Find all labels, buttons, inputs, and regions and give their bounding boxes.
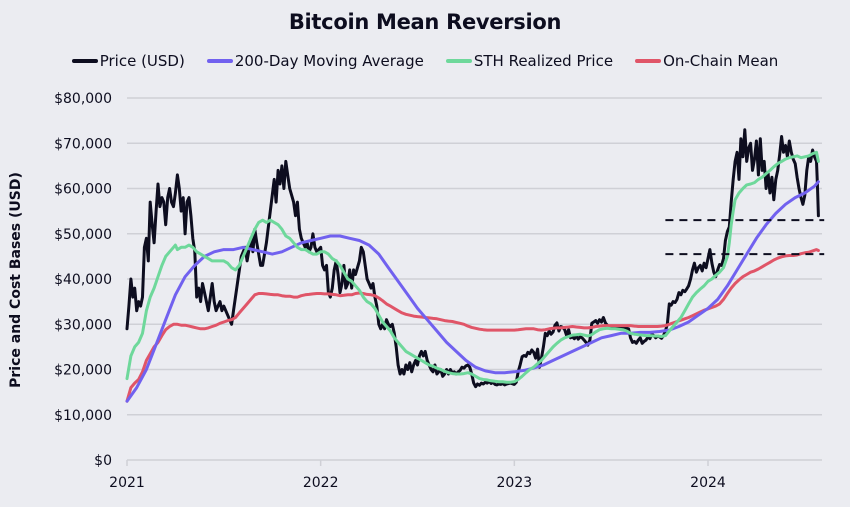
x-tick-label: 2024	[690, 475, 726, 491]
y-tick-label: $50,000	[54, 227, 112, 243]
series-lines	[125, 128, 820, 403]
y-tick-label: $80,000	[54, 91, 112, 107]
y-tick-label: $30,000	[54, 317, 112, 333]
y-axis-ticks: $0 $10,000 $20,000 $30,000 $40,000 $50,000 $60…	[54, 91, 112, 469]
gridlines	[127, 97, 822, 416]
annotations	[665, 219, 825, 256]
legend-swatch-sth-realized	[445, 59, 472, 63]
x-axis: 2021 2022 2023 2024	[109, 459, 822, 491]
legend-item-sth-realized[interactable]: STH Realized Price	[445, 52, 614, 70]
x-tick-label: 2023	[497, 475, 533, 491]
legend-swatch-price	[71, 59, 98, 63]
series-line-sth-realized	[125, 150, 820, 384]
y-tick-label: $70,000	[54, 136, 112, 152]
legend-label-sth-realized: STH Realized Price	[473, 52, 614, 70]
y-tick-label: $40,000	[54, 272, 112, 288]
legend-swatch-200dma	[206, 59, 233, 63]
y-tick-label: $0	[94, 453, 112, 469]
legend-label-200dma: 200-Day Moving Average	[234, 52, 424, 70]
y-tick-label: $10,000	[54, 408, 112, 424]
legend: Price (USD) 200-Day Moving Average STH R…	[0, 52, 850, 70]
x-tick-label: 2022	[303, 475, 339, 491]
legend-item-price[interactable]: Price (USD)	[71, 52, 185, 70]
series-line-price	[125, 128, 820, 389]
legend-label-onchain-mean: On-Chain Mean	[663, 52, 779, 70]
legend-swatch-onchain-mean	[635, 59, 662, 63]
y-tick-label: $60,000	[54, 182, 112, 198]
chart-title: Bitcoin Mean Reversion	[288, 10, 562, 34]
series-line-200dma	[125, 180, 820, 403]
y-tick-label: $20,000	[54, 363, 112, 379]
x-tick-label: 2021	[109, 475, 145, 491]
legend-label-price: Price (USD)	[99, 52, 185, 70]
legend-item-200dma[interactable]: 200-Day Moving Average	[206, 52, 424, 70]
legend-item-onchain-mean[interactable]: On-Chain Mean	[635, 52, 778, 70]
